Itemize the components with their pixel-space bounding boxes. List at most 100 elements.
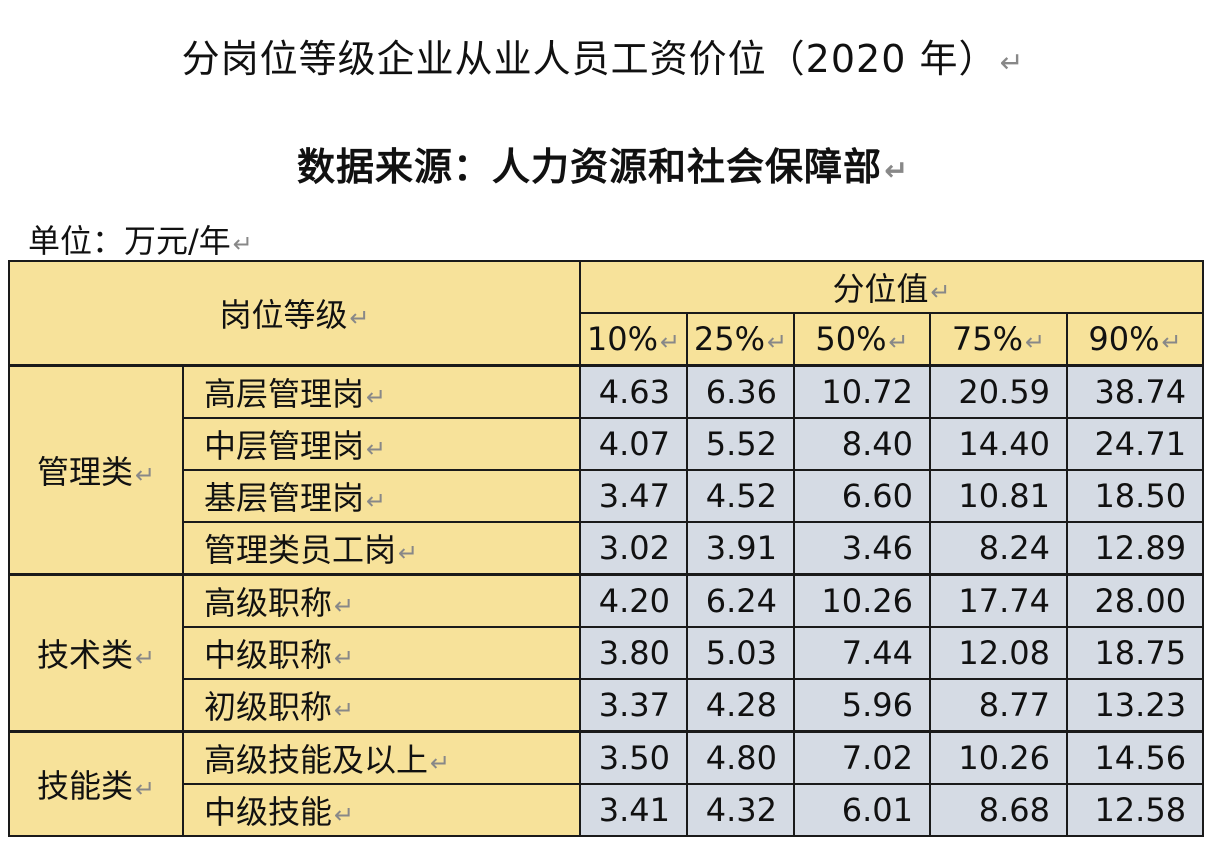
table-row: 中级职称↵ 3.80 5.03 7.44 12.08 18.75	[9, 625, 1205, 680]
value-cell: 6.01	[793, 782, 931, 837]
position-cell: 高级职称↵	[182, 572, 581, 628]
value-cell: 6.60	[793, 468, 931, 523]
return-mark-icon: ↵	[334, 800, 355, 829]
value-cell: 10.81	[929, 468, 1068, 523]
value-cell: 5.52	[686, 416, 795, 471]
table-row: 管理类员工岗↵ 3.02 3.91 3.46 8.24 12.89	[9, 520, 1205, 575]
value-cell: 38.74	[1065, 363, 1205, 419]
header-p10: 10%↵	[579, 312, 688, 366]
value-cell: 8.77	[929, 677, 1068, 732]
value-cell: 3.41	[579, 782, 688, 837]
value-cell: 18.75	[1065, 625, 1205, 680]
value-cell: 24.71	[1065, 416, 1205, 471]
position-label: 基层管理岗	[204, 478, 365, 517]
category-cell: 管理类↵	[8, 363, 184, 575]
position-label: 高级技能及以上	[204, 740, 429, 779]
value-cell: 14.40	[929, 416, 1068, 471]
position-cell: 中层管理岗↵	[182, 416, 581, 471]
value-cell: 6.24	[686, 572, 795, 628]
value-cell: 12.89	[1065, 520, 1205, 575]
position-cell: 中级职称↵	[182, 625, 581, 680]
value-cell: 12.58	[1065, 782, 1205, 837]
return-mark-icon: ↵	[884, 154, 909, 187]
value-cell: 3.91	[686, 520, 795, 575]
return-mark-icon: ↵	[767, 327, 788, 356]
header-p50: 50%↵	[793, 312, 931, 366]
value-cell: 5.03	[686, 625, 795, 680]
value-cell: 5.96	[793, 677, 931, 732]
table-row: 技术类↵ 高级职称↵ 4.20 6.24 10.26 17.74 28.00	[8, 572, 1205, 732]
category-label: 技能类	[36, 766, 133, 805]
value-cell: 4.52	[686, 468, 795, 523]
return-mark-icon: ↵	[930, 278, 951, 306]
value-cell: 4.80	[686, 729, 795, 785]
return-mark-icon: ↵	[660, 327, 681, 356]
value-cell: 4.20	[579, 572, 688, 628]
header-position-level: 岗位等级↵	[8, 260, 581, 366]
value-cell: 8.68	[929, 782, 1068, 837]
value-cell: 4.28	[686, 677, 795, 732]
table-row: 管理类↵ 高层管理岗↵ 4.63 6.36 10.72 20.59 38.74	[8, 363, 1205, 575]
header-p75: 75%↵	[929, 312, 1068, 366]
value-cell: 3.02	[579, 520, 688, 575]
table-row: 中层管理岗↵ 4.07 5.52 8.40 14.40 24.71	[9, 416, 1205, 471]
value-cell: 14.56	[1065, 729, 1205, 785]
value-cell: 8.40	[793, 416, 931, 471]
position-label: 中层管理岗	[204, 426, 365, 465]
return-mark-icon: ↵	[334, 643, 355, 672]
value-cell: 10.26	[793, 572, 931, 628]
position-cell: 初级职称↵	[182, 677, 581, 732]
return-mark-icon: ↵	[888, 327, 909, 356]
value-cell: 28.00	[1065, 572, 1205, 628]
position-cell: 高层管理岗↵	[182, 363, 581, 419]
value-cell: 4.32	[686, 782, 795, 837]
return-mark-icon: ↵	[366, 382, 387, 411]
value-cell: 17.74	[929, 572, 1068, 628]
position-label: 高级职称	[204, 583, 333, 622]
value-cell: 4.07	[579, 416, 688, 471]
value-cell: 7.44	[793, 625, 931, 680]
return-mark-icon: ↵	[334, 591, 355, 620]
category-label: 管理类	[36, 452, 133, 491]
value-cell: 3.46	[793, 520, 931, 575]
value-cell: 3.47	[579, 468, 688, 523]
position-label: 中级职称	[204, 635, 333, 674]
return-mark-icon: ↵	[134, 643, 156, 672]
return-mark-icon: ↵	[1025, 327, 1046, 356]
value-cell: 3.80	[579, 625, 688, 680]
return-mark-icon: ↵	[366, 486, 387, 515]
category-cell: 技术类↵	[8, 572, 184, 732]
return-mark-icon: ↵	[1161, 327, 1182, 356]
position-cell: 高级技能及以上↵	[182, 729, 581, 785]
return-mark-icon: ↵	[349, 303, 370, 332]
value-cell: 3.37	[579, 677, 688, 732]
value-cell: 3.50	[579, 729, 688, 785]
position-cell: 中级技能↵	[182, 782, 581, 837]
value-cell: 18.50	[1065, 468, 1205, 523]
unit-label: 单位：万元/年↵	[28, 222, 253, 260]
position-label: 中级技能	[204, 792, 333, 831]
category-label: 技术类	[36, 635, 133, 674]
document-title: 分岗位等级企业从业人员工资价位（2020 年）↵	[181, 37, 1025, 81]
return-mark-icon: ↵	[366, 434, 387, 463]
value-cell: 6.36	[686, 363, 795, 419]
data-source: 数据来源：人力资源和社会保障部↵	[297, 145, 909, 189]
return-mark-icon: ↵	[134, 460, 156, 489]
return-mark-icon: ↵	[999, 46, 1025, 79]
value-cell: 13.23	[1065, 677, 1205, 732]
return-mark-icon: ↵	[398, 538, 419, 567]
header-p25: 25%↵	[686, 312, 795, 366]
return-mark-icon: ↵	[232, 230, 253, 258]
table-row: 中级技能↵ 3.41 4.32 6.01 8.68 12.58	[9, 782, 1205, 837]
table-row: 初级职称↵ 3.37 4.28 5.96 8.77 13.23	[9, 677, 1205, 732]
value-cell: 20.59	[929, 363, 1068, 419]
table-row: 技能类↵ 高级技能及以上↵ 3.50 4.80 7.02 10.26 14.56	[8, 729, 1205, 837]
return-mark-icon: ↵	[430, 748, 451, 777]
position-label: 高层管理岗	[204, 374, 365, 413]
position-label: 初级职称	[204, 687, 333, 726]
position-cell: 基层管理岗↵	[182, 468, 581, 523]
value-cell: 12.08	[929, 625, 1068, 680]
return-mark-icon: ↵	[134, 774, 156, 803]
position-cell: 管理类员工岗↵	[182, 520, 581, 575]
header-p90: 90%↵	[1065, 312, 1205, 366]
